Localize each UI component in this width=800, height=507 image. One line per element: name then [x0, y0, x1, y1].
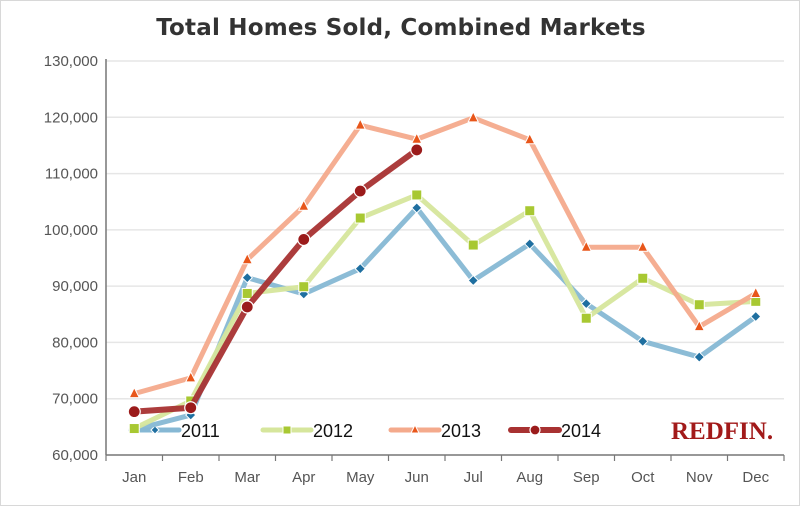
legend-label: 2014	[561, 421, 601, 441]
legend-item-2012: 2012	[260, 421, 353, 441]
data-point-2013	[636, 240, 649, 252]
data-point-2011	[750, 310, 762, 323]
data-point-2014	[184, 401, 198, 415]
legend-marker	[282, 425, 292, 435]
data-point-2013	[128, 386, 141, 399]
data-point-2011	[524, 238, 536, 250]
legend-marker	[529, 424, 541, 436]
series-2011	[133, 205, 758, 433]
legend-label: 2012	[313, 421, 353, 441]
data-point-2011	[354, 262, 366, 275]
y-tick-label: 110,000	[45, 166, 98, 183]
x-tick-label: Jul	[464, 469, 483, 486]
data-point-2012	[467, 239, 479, 251]
data-point-2012	[693, 299, 705, 311]
series-line-2013	[133, 115, 758, 397]
x-tick-label: Nov	[686, 469, 713, 486]
x-tick-label: May	[346, 469, 375, 486]
redfin-logo: REDFIN.	[671, 418, 773, 445]
data-point-2013	[749, 286, 762, 298]
data-point-2013	[523, 132, 536, 145]
data-point-2012	[128, 423, 140, 435]
x-tick-label: Mar	[234, 469, 260, 486]
y-tick-label: 60,000	[52, 447, 98, 464]
y-tick-label: 130,000	[44, 53, 98, 70]
y-tick-label: 90,000	[52, 278, 98, 295]
series-2013	[133, 115, 758, 397]
x-tick-label: Apr	[292, 469, 315, 486]
chart-title: Total Homes Sold, Combined Markets	[156, 15, 646, 41]
data-point-2013	[184, 370, 197, 383]
data-point-2014	[127, 405, 141, 419]
legend-label: 2011	[181, 421, 220, 441]
data-point-2014	[410, 143, 424, 157]
y-tick-label: 100,000	[44, 222, 98, 239]
x-tick-label: Feb	[178, 469, 204, 486]
data-point-2011	[241, 271, 253, 284]
x-tick-label: Sep	[573, 469, 600, 486]
data-point-2013	[693, 319, 706, 332]
data-point-2011	[637, 335, 649, 348]
data-point-2011	[411, 202, 423, 214]
data-point-2013	[580, 240, 593, 252]
series-2014	[134, 147, 419, 415]
data-point-2012	[524, 205, 536, 217]
data-point-2012	[580, 312, 592, 324]
data-point-2013	[410, 132, 423, 144]
series-line-2011	[133, 205, 758, 433]
x-tick-label: Dec	[742, 469, 769, 486]
y-tick-label: 120,000	[44, 109, 98, 126]
data-point-2013	[297, 199, 310, 211]
y-tick-label: 70,000	[52, 391, 98, 408]
data-point-2012	[354, 212, 366, 224]
legend-label: 2013	[441, 421, 481, 441]
data-point-2012	[298, 281, 310, 293]
x-tick-label: Jun	[405, 469, 429, 486]
series-2012	[133, 192, 756, 431]
data-point-2012	[637, 272, 649, 284]
series-line-2012	[133, 192, 756, 431]
data-point-2013	[467, 110, 480, 123]
x-tick-label: Oct	[631, 469, 655, 486]
legend-marker	[150, 425, 160, 435]
data-point-2014	[353, 184, 367, 198]
x-tick-label: Aug	[516, 469, 543, 486]
data-point-2011	[580, 297, 592, 310]
data-point-2013	[354, 118, 367, 130]
legend-item-2013: 2013	[388, 421, 481, 441]
legend-item-2014: 2014	[508, 421, 601, 441]
series-line-2014	[134, 147, 419, 415]
data-point-2011	[467, 274, 479, 287]
data-point-2012	[241, 287, 253, 299]
data-point-2014	[297, 232, 311, 247]
legend-marker	[410, 423, 420, 434]
data-point-2014	[240, 300, 254, 314]
x-tick-label: Jan	[122, 469, 146, 486]
y-tick-label: 80,000	[52, 334, 98, 351]
data-point-2012	[411, 189, 423, 201]
data-point-2013	[241, 252, 254, 265]
data-point-2011	[693, 351, 705, 363]
